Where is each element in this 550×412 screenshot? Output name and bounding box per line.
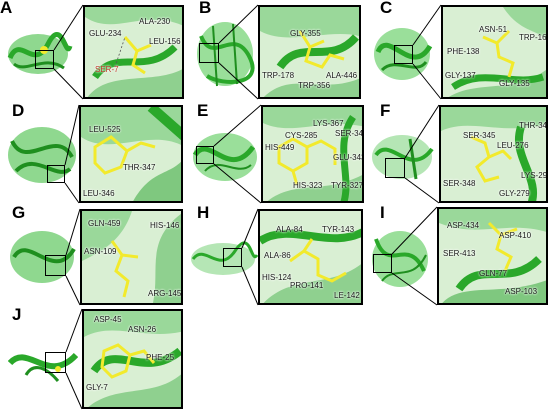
binding-site-marker: [223, 248, 242, 267]
panel-letter: E: [197, 101, 209, 120]
panel-letter: J: [12, 305, 22, 324]
binding-site-marker: [45, 255, 66, 276]
zoom-panel: ASN-51 TRP-162 PHE-138 GLY-137 GLY-135: [441, 5, 548, 99]
residue-label: THR-34?: [519, 121, 548, 130]
residue-label: GLN-77: [479, 269, 508, 278]
protein-overview: [8, 352, 78, 382]
binding-site-marker: [45, 352, 66, 373]
residue-label: SER-7: [95, 65, 119, 74]
residue-label: THR-347: [123, 163, 156, 172]
residue-label: GLY-7: [86, 383, 108, 392]
zoom-panel: LEU-525 THR-347 LEU-346: [79, 105, 183, 203]
protein-overview: [8, 127, 76, 183]
residue-label: GLU-343: [333, 153, 364, 162]
residue-label: TRP-178: [262, 71, 295, 80]
panel-f: F SER-345 THR-34? LEU-276 LYS-298 SER-34…: [364, 101, 550, 204]
zoom-panel: GLY-355 TRP-178 TRP-356 ALA-446: [258, 5, 361, 99]
zoom-panel: GLN-459 HIS-146 ASN-109 ARG-145: [80, 209, 183, 305]
binding-site-marker: [394, 45, 413, 64]
protein-overview: [10, 231, 76, 283]
panel-h: H ALA-84 TYR-143 ALA-86 HIS-124 PRO-141 …: [183, 203, 368, 306]
residue-label: ASN-26: [128, 325, 157, 334]
residue-label: ASP-45: [94, 315, 122, 324]
residue-label: GLN-459: [88, 219, 121, 228]
panel-letter: A: [0, 0, 13, 17]
panel-letter: I: [380, 203, 385, 222]
residue-label: ALA-86: [264, 251, 291, 260]
residue-label: LEU-346: [83, 189, 115, 198]
zoom-panel: SER-345 THR-34? LEU-276 LYS-298 SER-348 …: [439, 105, 548, 203]
panel-letter: F: [380, 101, 391, 120]
panel-e: E LYS-367 SER-342 CYS-285 HIS-449 GLU-34…: [183, 101, 368, 204]
residue-label: ALA-230: [139, 17, 171, 26]
residue-label: LEU-276: [497, 141, 529, 150]
panel-c: C ASN-51 TRP-162 PHE-138 GLY-137 GLY-135: [364, 0, 550, 100]
panel-letter: B: [199, 0, 212, 17]
panel-letter: D: [12, 101, 25, 120]
residue-label: HIS-323: [293, 181, 323, 190]
residue-label: LYS-298: [521, 171, 548, 180]
panel-letter: G: [12, 203, 26, 222]
residue-label: LEU-156: [149, 37, 181, 46]
binding-site-marker: [196, 146, 214, 164]
residue-label: TYR-143: [322, 225, 355, 234]
residue-label: GLY-135: [499, 79, 530, 88]
residue-label: SER-342: [335, 129, 364, 138]
residue-label: SER-345: [463, 131, 496, 140]
residue-label: TRP-162: [519, 33, 548, 42]
binding-site-marker: [47, 165, 65, 183]
residue-label: GLY-137: [445, 71, 476, 80]
binding-site-marker: [199, 43, 219, 63]
residue-label: HIS-449: [265, 143, 295, 152]
residue-label: LE-142: [334, 291, 360, 300]
panel-letter: C: [380, 0, 393, 17]
panel-d: D LEU-525 THR-347 LEU-346: [0, 101, 185, 204]
residue-label: ASP-410: [499, 231, 532, 240]
residue-label: ALA-446: [326, 71, 358, 80]
residue-label: HIS-146: [150, 221, 180, 230]
binding-site-marker: [373, 254, 392, 273]
residue-label: GLY-279: [499, 189, 530, 198]
residue-label: CYS-285: [285, 131, 318, 140]
zoom-panel: ASP-434 ASP-410 SER-413 GLN-77 ASP-103: [437, 207, 548, 305]
residue-label: PRO-141: [290, 281, 324, 290]
binding-site-marker: [35, 50, 54, 69]
binding-site-marker: [385, 158, 405, 178]
residue-label: ASP-103: [505, 287, 538, 296]
residue-label: LEU-525: [89, 125, 121, 134]
residue-label: HIS-124: [262, 273, 292, 282]
zoom-panel: GLU-234 ALA-230 LEU-156 SER-7: [83, 5, 184, 99]
zoom-panel: ALA-84 TYR-143 ALA-86 HIS-124 PRO-141 LE…: [258, 209, 363, 305]
zoom-panel: ASP-45 ASN-26 PHE-25 GLY-7: [82, 309, 183, 409]
residue-label: SER-413: [443, 249, 476, 258]
residue-label: LYS-367: [313, 119, 344, 128]
residue-label: ALA-84: [276, 225, 303, 234]
panel-g: G GLN-459 HIS-146 ASN-109 ARG-145: [0, 203, 185, 306]
residue-label: SER-348: [443, 179, 476, 188]
panel-i: I ASP-434 ASP-410 SER-413 GLN-77 ASP-103: [364, 203, 550, 306]
residue-label: GLU-234: [89, 29, 122, 38]
residue-label: TYR-327: [331, 181, 364, 190]
panel-a: A GLU-234 ALA-230 LEU-156 SER-7: [0, 0, 185, 100]
residue-label: TRP-356: [298, 81, 331, 90]
residue-label: ASN-109: [84, 247, 117, 256]
residue-label: ARG-145: [148, 289, 182, 298]
zoom-panel: LYS-367 SER-342 CYS-285 HIS-449 GLU-343 …: [261, 105, 364, 203]
residue-label: PHE-25: [146, 353, 175, 362]
residue-label: PHE-138: [447, 47, 480, 56]
panel-j: J ASP-45 ASN-26 PHE-25 GLY-7: [0, 305, 185, 412]
residue-label: ASP-434: [447, 221, 480, 230]
panel-b: B GLY-355 TRP-178 TRP-356 ALA-446: [183, 0, 368, 100]
residue-label: GLY-355: [290, 29, 321, 38]
panel-letter: H: [197, 203, 210, 222]
residue-label: ASN-51: [479, 25, 508, 34]
